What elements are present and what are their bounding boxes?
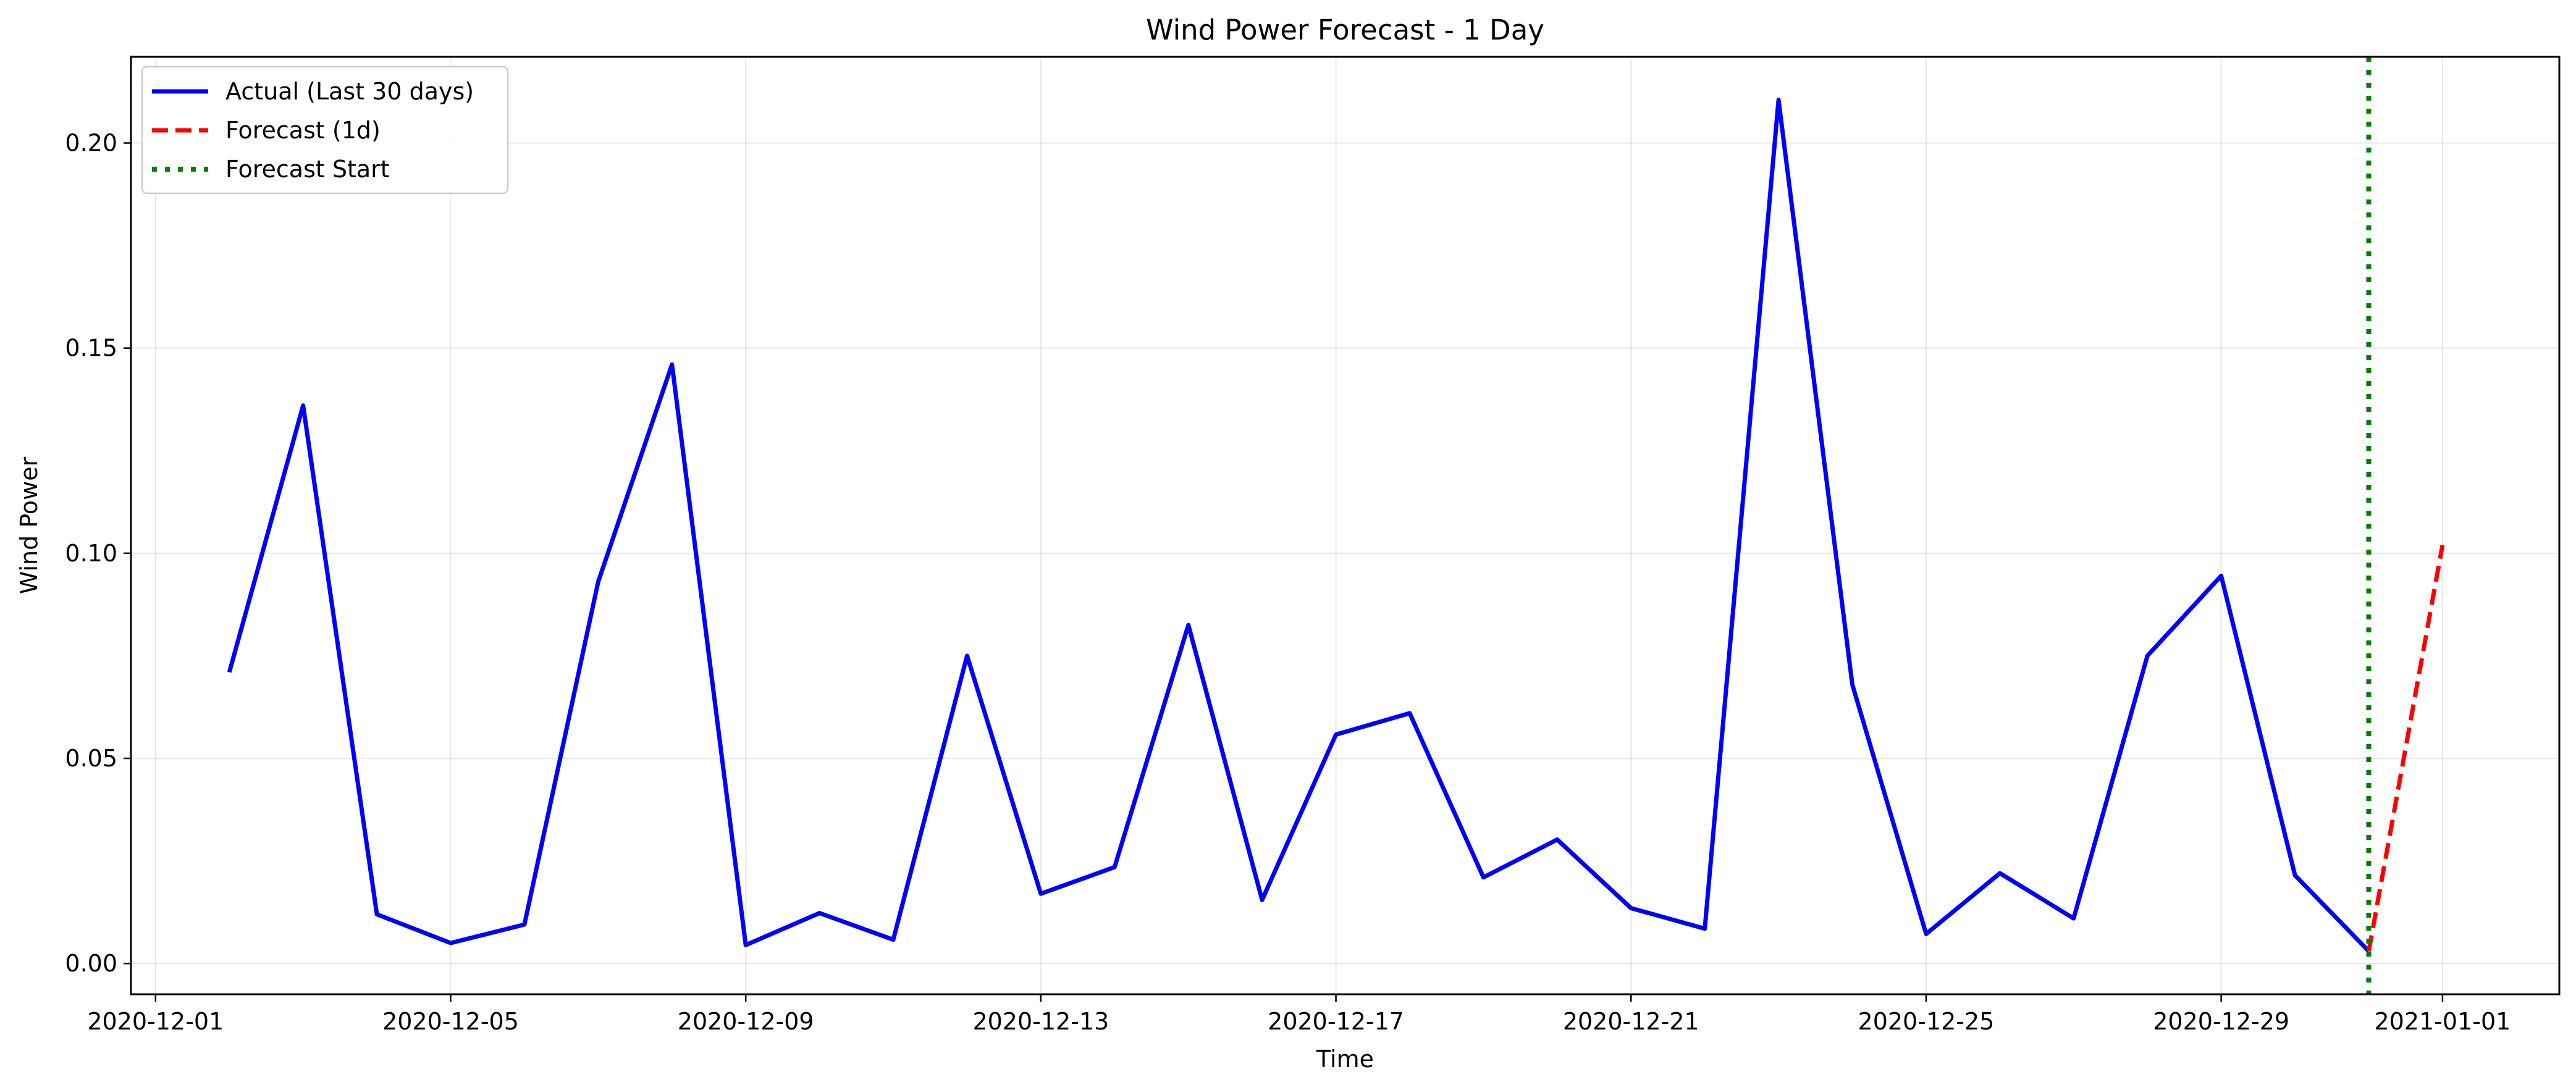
y-tick-label: 0.05	[65, 745, 117, 772]
y-tick-label: 0.10	[65, 540, 117, 567]
x-tick-label: 2020-12-01	[87, 1008, 224, 1035]
series-line-forecast	[2367, 544, 2445, 952]
plot-frame	[130, 56, 2561, 996]
series-layer	[227, 57, 2445, 994]
legend-label: Actual (Last 30 days)	[225, 78, 474, 105]
legend: Actual (Last 30 days) Forecast (1d) Foreca…	[141, 65, 509, 195]
x-tick-label: 2020-12-05	[382, 1008, 519, 1035]
x-tick-label: 2021-01-01	[2374, 1008, 2511, 1035]
chart-title: Wind Power Forecast - 1 Day	[1146, 14, 1544, 46]
grid	[131, 57, 2559, 994]
x-tick-label: 2020-12-09	[678, 1008, 814, 1035]
legend-box	[141, 65, 509, 195]
x-tick-label: 2020-12-25	[1858, 1008, 1995, 1035]
x-tick-label: 2020-12-29	[2153, 1008, 2289, 1035]
x-tick-label: 2020-12-13	[972, 1008, 1109, 1035]
x-tick-label: 2020-12-21	[1563, 1008, 1699, 1035]
y-tick-label: 0.00	[65, 950, 117, 977]
y-tick-label: 0.20	[65, 130, 117, 157]
x-tick-label: 2020-12-17	[1268, 1008, 1404, 1035]
legend-label: Forecast (1d)	[225, 117, 381, 144]
y-axis-label: Wind Power	[15, 456, 43, 594]
legend-label: Forecast Start	[225, 156, 390, 183]
ticks: 2020-12-01 2020-12-05 2020-12-09 2020-12-13…	[65, 130, 2511, 1035]
series-line-actual	[227, 98, 2371, 953]
x-axis-label: Time	[1316, 1046, 1374, 1073]
y-tick-label: 0.15	[65, 335, 117, 362]
